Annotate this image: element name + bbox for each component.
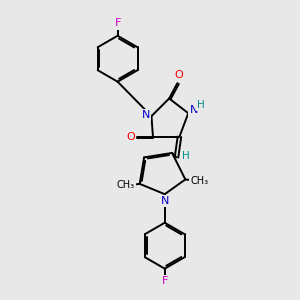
Text: F: F: [114, 18, 121, 28]
Text: O: O: [126, 132, 135, 142]
Text: CH₃: CH₃: [116, 180, 135, 190]
Text: H: H: [197, 100, 205, 110]
Text: N: N: [189, 105, 198, 115]
Text: CH₃: CH₃: [190, 176, 208, 186]
Text: N: N: [160, 196, 169, 206]
Text: H: H: [182, 151, 190, 161]
Text: O: O: [175, 70, 183, 80]
Text: F: F: [161, 276, 168, 286]
Text: N: N: [142, 110, 150, 120]
